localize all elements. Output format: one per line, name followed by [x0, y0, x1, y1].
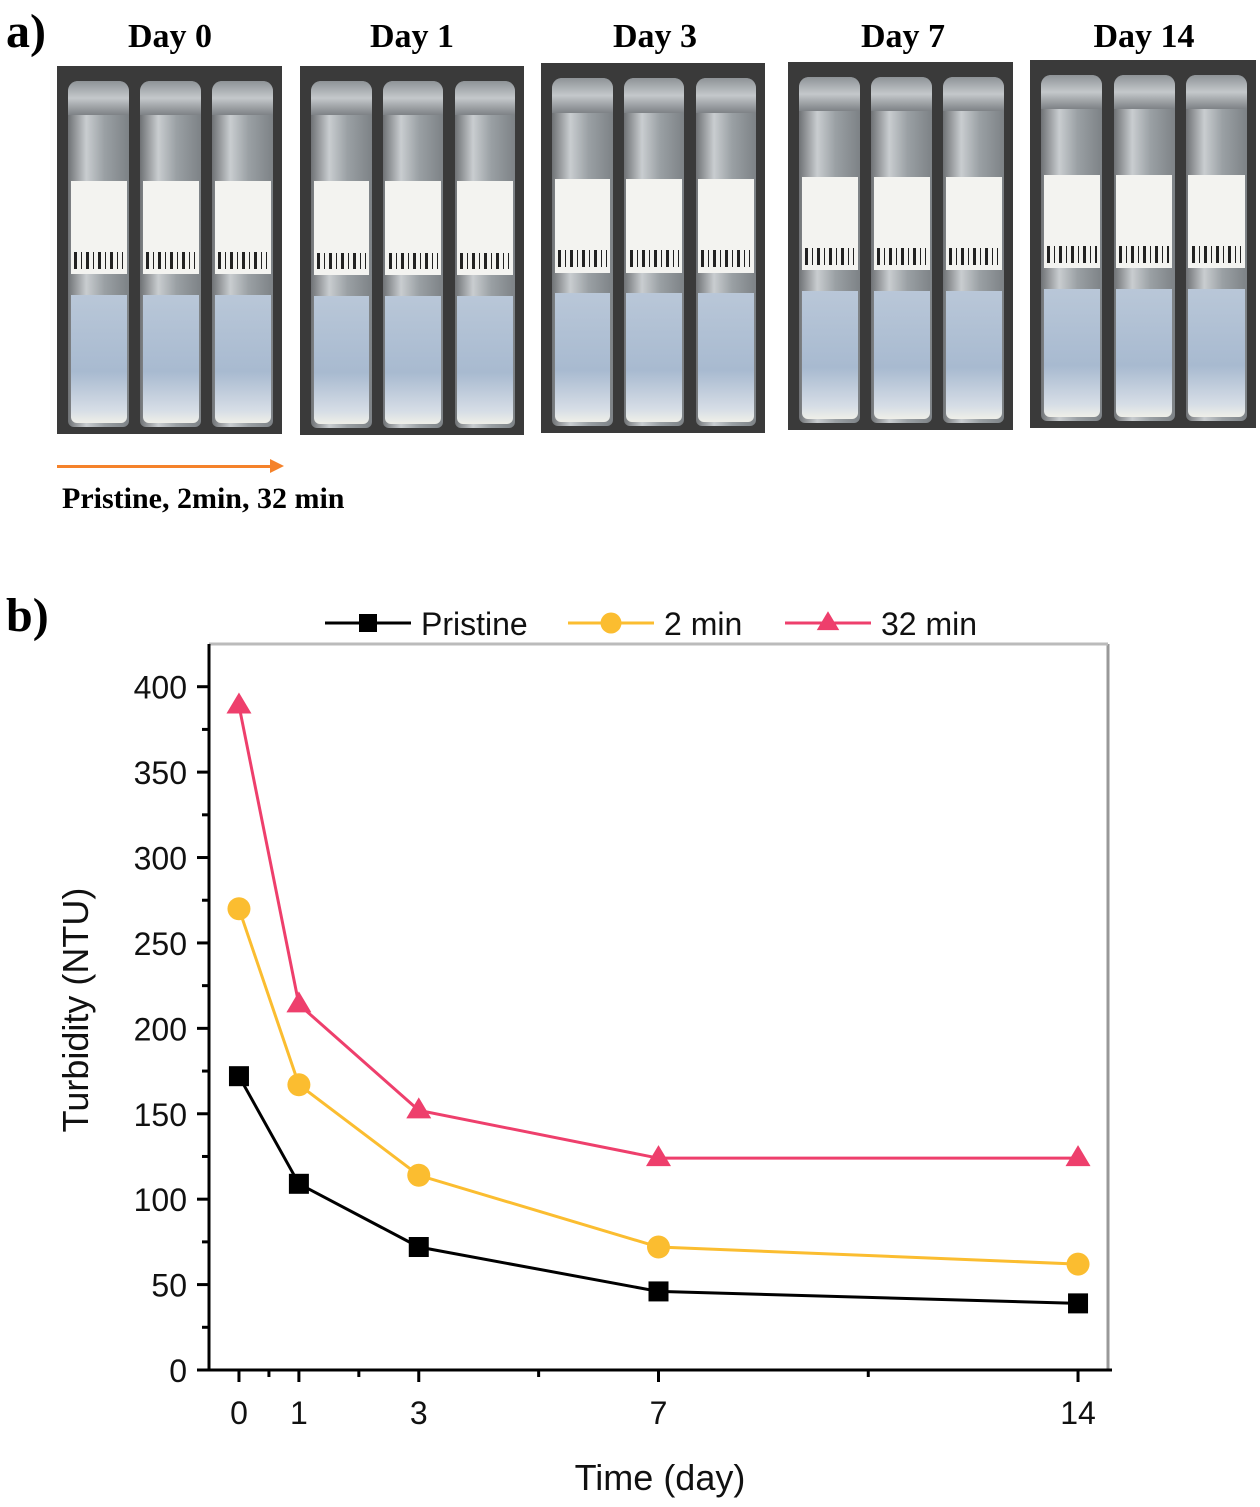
data-point-pristine: [228, 1066, 249, 1087]
y-axis-label: Turbidity (NTU): [55, 888, 96, 1133]
vial-photo-day-3: [541, 63, 765, 433]
arrow-head-icon: [270, 459, 284, 473]
vial-pristine: [1041, 74, 1103, 421]
vial-pristine: [799, 76, 860, 423]
day-label-7: Day 7: [860, 18, 946, 55]
y-tick-label: 50: [151, 1268, 187, 1304]
legend-label: 2 min: [664, 606, 742, 642]
vial-2min: [140, 80, 201, 427]
vial-32min: [454, 80, 516, 428]
x-tick-label: 0: [230, 1395, 248, 1431]
y-tick-label: 150: [134, 1097, 187, 1133]
data-point-pristine: [1068, 1293, 1089, 1314]
panel-a-label: a): [6, 5, 46, 58]
vial-32min: [1185, 74, 1247, 421]
sample-order-arrow: [57, 465, 271, 468]
vial-32min: [212, 80, 273, 427]
vial-2min: [871, 76, 932, 423]
vial-2min: [1113, 74, 1175, 421]
vial-2min: [382, 80, 444, 428]
panel-b-label: b): [6, 589, 49, 642]
y-tick-label: 250: [134, 926, 187, 962]
data-point-32-min: [286, 991, 312, 1013]
y-tick-label: 100: [134, 1182, 187, 1218]
data-point-pristine: [288, 1173, 309, 1194]
data-point-pristine: [408, 1237, 429, 1258]
data-point-2-min: [647, 1235, 670, 1259]
data-point-32-min: [646, 1145, 671, 1167]
day-label-1: Day 1: [369, 18, 455, 55]
series-line-2-min: [237, 908, 1079, 1266]
day-label-3: Day 3: [612, 18, 698, 55]
vial-pristine: [311, 80, 372, 428]
x-tick-label: 14: [1060, 1395, 1096, 1431]
vial-pristine: [552, 77, 613, 426]
y-tick-label: 200: [134, 1011, 187, 1047]
x-tick-label: 7: [650, 1395, 668, 1431]
y-tick-label: 400: [134, 670, 187, 706]
x-tick-label: 3: [410, 1395, 428, 1431]
data-point-2-min: [1066, 1252, 1090, 1276]
data-point-pristine: [648, 1281, 669, 1302]
vial-photo-day-14: [1030, 60, 1256, 428]
data-point-32-min: [226, 692, 252, 714]
y-tick-label: 0: [169, 1353, 187, 1389]
x-axis-label: Time (day): [575, 1457, 746, 1498]
sample-order-caption: Pristine, 2min, 32 min: [62, 482, 345, 515]
x-tick-label: 1: [290, 1395, 308, 1431]
data-point-2-min: [407, 1163, 431, 1187]
day-label-14: Day 14: [1093, 18, 1195, 55]
vial-photo-day-7: [788, 62, 1013, 430]
day-label-0: Day 0: [127, 18, 213, 55]
vial-photo-day-0: [57, 66, 282, 434]
vial-pristine: [68, 80, 129, 427]
vial-2min: [623, 77, 685, 426]
data-point-32-min: [1065, 1145, 1091, 1167]
series-line-32-min: [237, 705, 1079, 1160]
data-point-2-min: [287, 1073, 311, 1097]
legend-marker-square-icon: [359, 614, 377, 632]
series-line-pristine: [237, 1075, 1079, 1305]
y-tick-label: 350: [134, 755, 187, 791]
data-point-2-min: [227, 897, 251, 921]
data-point-32-min: [406, 1097, 432, 1119]
legend-marker-triangle-icon: [816, 611, 840, 631]
legend-marker-circle-icon: [600, 612, 622, 634]
legend-label: Pristine: [421, 606, 528, 642]
legend-label: 32 min: [881, 606, 977, 642]
vial-32min: [695, 77, 757, 426]
vial-photo-day-1: [300, 66, 524, 435]
y-tick-label: 300: [134, 841, 187, 877]
vial-32min: [943, 76, 1004, 423]
